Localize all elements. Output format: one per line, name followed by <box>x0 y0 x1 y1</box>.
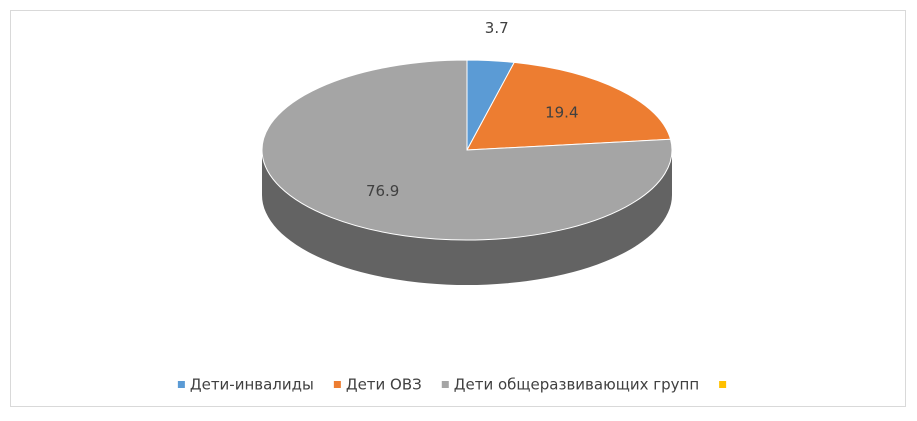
legend-label: Дети общеразвивающих групп <box>454 376 699 394</box>
legend-item: Дети общеразвивающих групп <box>441 376 699 394</box>
slice-side <box>262 150 672 285</box>
pie-top <box>261 59 673 241</box>
legend: Дети-инвалиды Дети ОВЗ Дети общеразвивающи… <box>177 376 727 394</box>
legend-item: Дети ОВЗ <box>333 376 422 394</box>
pie-side <box>262 150 672 285</box>
legend-label: Дети-инвалиды <box>190 376 314 394</box>
data-labels: 3.7 19.4 76.9 <box>366 19 579 200</box>
data-label: 19.4 <box>545 103 578 121</box>
slice <box>466 61 672 151</box>
data-label: 76.9 <box>366 182 399 200</box>
legend-item: Дети-инвалиды <box>177 376 314 394</box>
legend-swatch <box>441 381 449 388</box>
legend-swatch <box>177 381 185 388</box>
legend-label: Дети ОВЗ <box>346 376 422 394</box>
data-label: 3.7 <box>485 19 509 37</box>
legend-item <box>719 381 727 388</box>
legend-swatch <box>719 381 727 388</box>
slice <box>261 59 673 241</box>
legend-swatch <box>333 381 341 388</box>
